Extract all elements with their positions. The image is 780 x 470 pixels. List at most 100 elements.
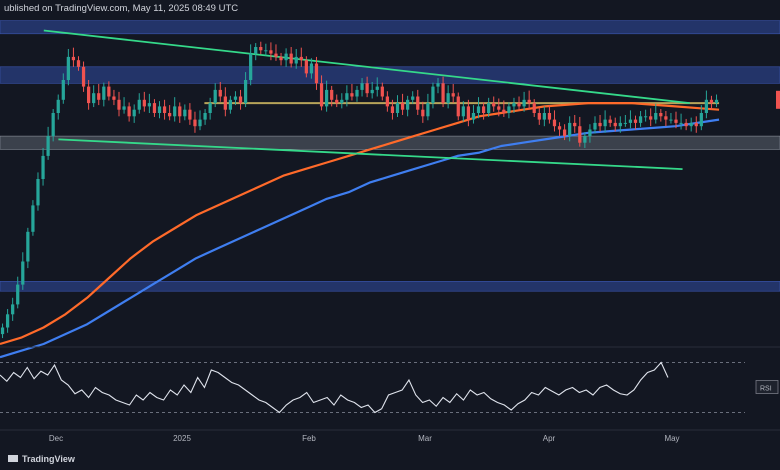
candle-body-97 — [487, 103, 491, 113]
candle-body-92 — [461, 106, 465, 117]
candle-body-54 — [269, 50, 273, 54]
trendline-1 — [43, 29, 690, 104]
candle-body-106 — [532, 103, 536, 113]
rsi-line — [0, 361, 669, 414]
candle-body-65 — [324, 89, 329, 107]
candle-body-68 — [340, 99, 344, 104]
candle-body-101 — [507, 106, 511, 113]
candle-body-57 — [284, 53, 288, 61]
candle-body-72 — [360, 83, 364, 90]
candle-body-79 — [395, 103, 400, 113]
logo-text: TradingView — [22, 454, 76, 464]
x-tick-label-2: 2025 — [173, 434, 191, 443]
candle-body-76 — [380, 86, 384, 97]
candle-body-15 — [71, 56, 76, 61]
candle-body-109 — [547, 113, 552, 120]
candle-body-38 — [188, 109, 192, 120]
candle-body-138 — [694, 122, 698, 127]
rsi-tag-label: RSI — [760, 386, 772, 393]
candle-body-12 — [56, 99, 60, 113]
candle-body-118 — [593, 122, 597, 130]
candle-body-6 — [26, 231, 30, 262]
candle-body-43 — [213, 89, 217, 104]
trendline-2 — [58, 138, 683, 170]
candle-body-132 — [664, 116, 668, 120]
candle-body-74 — [370, 89, 374, 94]
candle-body-51 — [254, 47, 258, 54]
candle-body-78 — [390, 106, 395, 113]
candle-body-25 — [122, 106, 126, 110]
candle-body-70 — [350, 93, 354, 97]
price-zone-4 — [0, 280, 780, 292]
candle-body-84 — [421, 109, 425, 117]
candle-body-20 — [97, 93, 101, 100]
candle-body-58 — [289, 53, 293, 64]
x-tick-label-4: Mar — [418, 434, 432, 443]
candle-body-61 — [304, 60, 308, 74]
candle-body-114 — [573, 122, 577, 127]
candle-body-105 — [527, 99, 531, 104]
candle-body-141 — [709, 99, 714, 104]
candle-body-66 — [330, 89, 334, 100]
candle-body-94 — [471, 113, 476, 120]
candle-body-129 — [649, 116, 653, 120]
candle-body-50 — [249, 53, 253, 80]
candle-body-116 — [583, 136, 587, 143]
candle-body-121 — [608, 119, 612, 123]
candle-body-39 — [193, 119, 197, 127]
candle-body-24 — [117, 99, 121, 110]
candle-body-21 — [102, 86, 106, 100]
candle-body-69 — [345, 93, 349, 100]
candle-body-125 — [628, 119, 633, 123]
candle-body-87 — [436, 83, 440, 87]
candle-body-47 — [233, 96, 238, 100]
candle-body-30 — [147, 103, 152, 107]
candle-body-45 — [223, 96, 227, 110]
candle-body-14 — [66, 56, 70, 80]
candle-body-26 — [127, 106, 131, 117]
candle-body-83 — [416, 96, 420, 110]
candle-body-28 — [137, 99, 141, 110]
candle-body-4 — [16, 284, 20, 305]
candle-body-85 — [426, 103, 430, 117]
candle-body-81 — [406, 99, 410, 110]
candle-body-35 — [173, 106, 177, 117]
candle-body-104 — [522, 99, 526, 107]
x-tick-label-6: May — [664, 434, 679, 443]
candle-body-34 — [168, 113, 172, 117]
x-tick-label-5: Apr — [543, 434, 556, 443]
candle-body-133 — [669, 119, 673, 121]
candle-body-53 — [264, 50, 268, 52]
candle-body-22 — [107, 86, 111, 97]
candle-body-131 — [659, 113, 663, 117]
candle-body-40 — [198, 119, 202, 127]
candle-body-5 — [21, 261, 25, 285]
candle-body-2 — [5, 314, 10, 328]
candle-body-89 — [446, 93, 450, 104]
candle-body-55 — [274, 53, 278, 57]
candle-body-32 — [157, 106, 162, 113]
candle-body-1 — [0, 327, 5, 335]
candle-body-63 — [314, 63, 319, 84]
candle-body-117 — [588, 129, 592, 137]
candle-body-113 — [568, 122, 572, 137]
x-tick-label-3: Feb — [302, 434, 316, 443]
candle-body-111 — [557, 126, 562, 130]
candle-body-27 — [132, 109, 136, 117]
candle-body-110 — [552, 119, 557, 127]
candle-body-82 — [411, 96, 415, 100]
candle-body-90 — [451, 93, 455, 97]
candle-body-19 — [92, 93, 96, 104]
candle-body-128 — [644, 116, 648, 118]
candle-body-3 — [11, 304, 15, 315]
candle-body-29 — [142, 99, 146, 107]
candle-body-17 — [81, 66, 86, 87]
candle-body-88 — [441, 83, 445, 104]
candle-body-122 — [613, 122, 617, 127]
candle-body-11 — [51, 113, 55, 137]
candle-body-140 — [704, 99, 709, 113]
candle-body-59 — [294, 56, 298, 64]
candle-body-49 — [243, 80, 248, 104]
candle-body-8 — [36, 179, 40, 206]
